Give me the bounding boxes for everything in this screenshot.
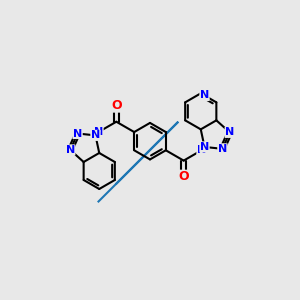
Text: N: N (94, 127, 103, 137)
Text: N: N (218, 144, 227, 154)
Text: N: N (91, 130, 100, 140)
Text: N: N (197, 145, 206, 155)
Text: N: N (66, 145, 75, 155)
Text: N: N (200, 91, 209, 100)
Text: N: N (200, 142, 209, 152)
Text: N: N (225, 128, 234, 137)
Text: N: N (73, 128, 82, 139)
Text: O: O (178, 170, 189, 183)
Text: O: O (111, 99, 122, 112)
